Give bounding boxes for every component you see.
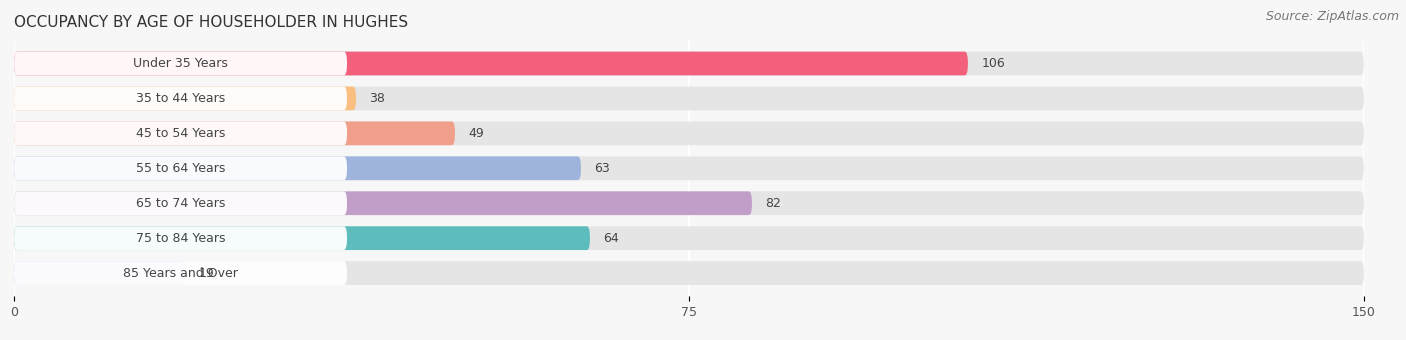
FancyBboxPatch shape	[14, 52, 347, 75]
FancyBboxPatch shape	[14, 191, 347, 215]
FancyBboxPatch shape	[14, 121, 1364, 145]
Text: 64: 64	[603, 232, 619, 245]
Text: 38: 38	[370, 92, 385, 105]
Text: 85 Years and Over: 85 Years and Over	[124, 267, 238, 279]
FancyBboxPatch shape	[14, 191, 1364, 215]
Text: 45 to 54 Years: 45 to 54 Years	[136, 127, 225, 140]
FancyBboxPatch shape	[14, 52, 967, 75]
Text: 49: 49	[468, 127, 484, 140]
Text: 63: 63	[595, 162, 610, 175]
Text: 106: 106	[981, 57, 1005, 70]
FancyBboxPatch shape	[14, 226, 1364, 250]
Text: 19: 19	[198, 267, 214, 279]
Text: 35 to 44 Years: 35 to 44 Years	[136, 92, 225, 105]
FancyBboxPatch shape	[14, 156, 347, 180]
FancyBboxPatch shape	[14, 261, 186, 285]
FancyBboxPatch shape	[14, 87, 1364, 110]
FancyBboxPatch shape	[14, 261, 347, 285]
FancyBboxPatch shape	[14, 121, 347, 145]
Text: 65 to 74 Years: 65 to 74 Years	[136, 197, 225, 210]
FancyBboxPatch shape	[14, 52, 1364, 75]
Text: Under 35 Years: Under 35 Years	[134, 57, 228, 70]
FancyBboxPatch shape	[14, 156, 581, 180]
FancyBboxPatch shape	[14, 191, 752, 215]
FancyBboxPatch shape	[14, 226, 347, 250]
FancyBboxPatch shape	[14, 156, 1364, 180]
FancyBboxPatch shape	[14, 226, 591, 250]
Text: 82: 82	[765, 197, 782, 210]
FancyBboxPatch shape	[14, 87, 347, 110]
Text: 55 to 64 Years: 55 to 64 Years	[136, 162, 225, 175]
Text: 75 to 84 Years: 75 to 84 Years	[136, 232, 225, 245]
Text: Source: ZipAtlas.com: Source: ZipAtlas.com	[1265, 10, 1399, 23]
Text: OCCUPANCY BY AGE OF HOUSEHOLDER IN HUGHES: OCCUPANCY BY AGE OF HOUSEHOLDER IN HUGHE…	[14, 15, 408, 30]
FancyBboxPatch shape	[14, 121, 456, 145]
FancyBboxPatch shape	[14, 87, 356, 110]
FancyBboxPatch shape	[14, 261, 1364, 285]
